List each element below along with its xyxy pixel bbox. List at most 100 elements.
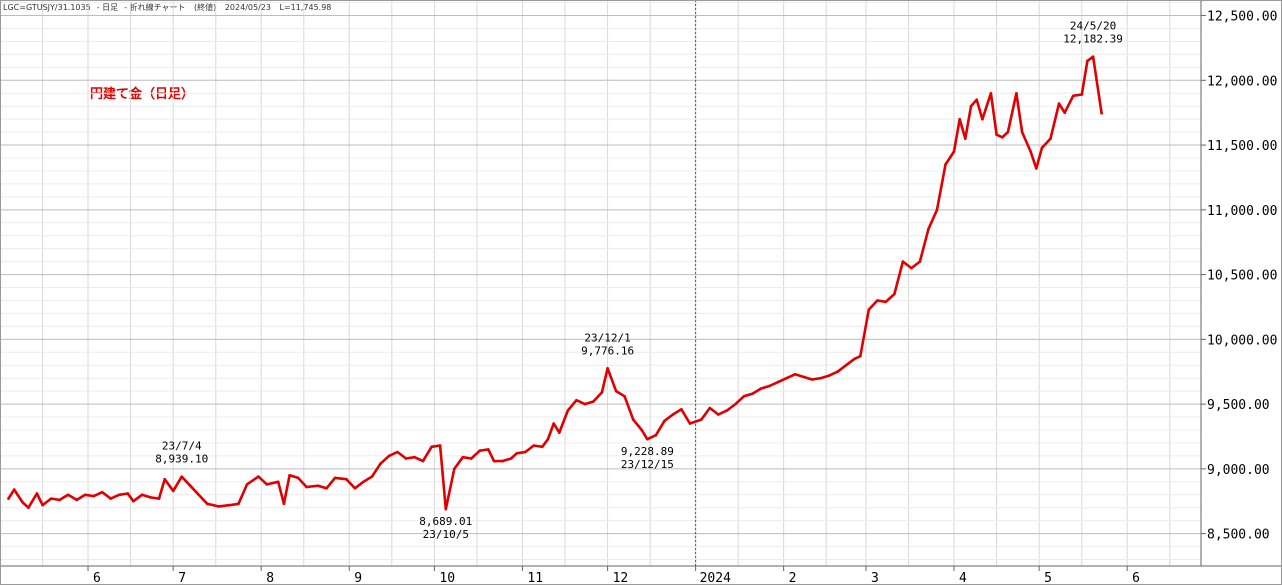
price-point xyxy=(49,497,53,500)
price-point xyxy=(228,503,232,507)
price-point xyxy=(282,502,286,506)
x-tick-label: 2 xyxy=(789,571,797,585)
price-point xyxy=(867,308,871,311)
price-point xyxy=(487,448,490,451)
price-point xyxy=(509,457,513,460)
y-tick-label: 11,000.00 xyxy=(1207,204,1277,219)
price-line xyxy=(7,55,1103,511)
price-point xyxy=(989,92,993,95)
price-point xyxy=(876,299,879,302)
price-point xyxy=(827,374,831,377)
price-point xyxy=(1080,93,1084,96)
price-point xyxy=(646,437,649,441)
price-point xyxy=(257,475,260,478)
price-point xyxy=(126,492,130,495)
price-point xyxy=(217,505,220,508)
price-point xyxy=(171,489,175,493)
y-tick-label: 12,000.00 xyxy=(1207,74,1277,89)
price-point xyxy=(353,487,357,490)
price-point xyxy=(759,387,763,390)
annotation-date-label: 23/10/5 xyxy=(423,528,469,541)
annotation-value-label: 8,939.10 xyxy=(155,453,208,466)
chart-header: LGC=GTUSJY/31.1035- 日足 - 折れ線チャート (終値) 202… xyxy=(3,3,332,12)
price-point xyxy=(157,497,161,500)
price-point xyxy=(12,488,16,491)
price-point xyxy=(396,450,399,454)
price-point xyxy=(558,431,561,434)
price-point xyxy=(413,455,416,459)
price-point xyxy=(180,475,183,479)
price-point xyxy=(92,494,95,498)
price-point xyxy=(583,402,587,406)
price-point xyxy=(404,457,408,460)
x-tick-label: 12 xyxy=(613,571,629,585)
x-tick-label: 7 xyxy=(178,571,186,585)
price-point xyxy=(1020,130,1024,134)
price-point xyxy=(1086,59,1089,63)
price-point xyxy=(444,507,448,511)
price-point xyxy=(623,395,626,398)
price-point xyxy=(453,467,456,471)
price-point xyxy=(901,260,905,263)
price-point xyxy=(325,487,328,490)
date-label: 2024/05/23 xyxy=(224,3,271,12)
price-point xyxy=(288,474,291,477)
price-point xyxy=(810,378,814,381)
price-point xyxy=(169,485,172,489)
price-point xyxy=(884,300,888,304)
price-point xyxy=(944,163,947,166)
x-tick-label: 3 xyxy=(871,571,879,585)
price-point xyxy=(1091,55,1095,58)
price-point xyxy=(276,480,280,484)
price-point xyxy=(132,499,135,503)
price-point xyxy=(995,133,998,136)
period-label: 日足 xyxy=(102,3,119,12)
price-point xyxy=(1040,146,1044,149)
price-point xyxy=(197,493,200,497)
y-tick-label: 11,500.00 xyxy=(1207,139,1277,154)
price-point xyxy=(501,459,504,463)
price-point xyxy=(345,477,348,481)
price-point xyxy=(836,370,839,374)
x-tick-label: 8 xyxy=(266,571,274,585)
price-point xyxy=(552,422,555,425)
price-point xyxy=(606,367,609,370)
price-point xyxy=(802,375,805,379)
price-point xyxy=(163,477,166,481)
y-tick-label: 10,500.00 xyxy=(1207,269,1277,284)
price-point xyxy=(910,266,913,270)
price-point xyxy=(387,454,391,458)
chart-title: 円建て金（日足） xyxy=(90,87,195,102)
price-point xyxy=(742,395,746,398)
annotation-date-label: 23/12/1 xyxy=(584,331,630,344)
annotation-date-label: 23/12/15 xyxy=(621,458,674,471)
price-point xyxy=(362,480,365,484)
price-point xyxy=(893,292,896,296)
price-point xyxy=(515,452,518,455)
annotation-value-label: 8,689.01 xyxy=(419,515,472,528)
annotation-value-label: 12,182.39 xyxy=(1063,33,1123,46)
price-point xyxy=(819,376,822,380)
y-tick-label: 12,500.00 xyxy=(1207,10,1277,25)
price-point xyxy=(575,398,578,402)
price-point xyxy=(631,418,635,421)
price-point xyxy=(725,409,729,412)
last-price-label: L=11,745.98 xyxy=(279,3,332,12)
price-point xyxy=(140,493,144,497)
price-point xyxy=(708,406,712,410)
price-point xyxy=(83,493,87,497)
price-point xyxy=(245,483,249,486)
price-point xyxy=(853,357,856,361)
price-point xyxy=(100,490,104,494)
price-point xyxy=(751,392,754,396)
price-point xyxy=(1035,167,1038,170)
price-point xyxy=(492,459,496,463)
price-point xyxy=(461,455,465,459)
price-point xyxy=(41,503,44,507)
price-point xyxy=(935,208,939,212)
price-point xyxy=(952,150,956,153)
y-tick-label: 9,500.00 xyxy=(1207,398,1270,413)
price-point xyxy=(1063,111,1066,114)
